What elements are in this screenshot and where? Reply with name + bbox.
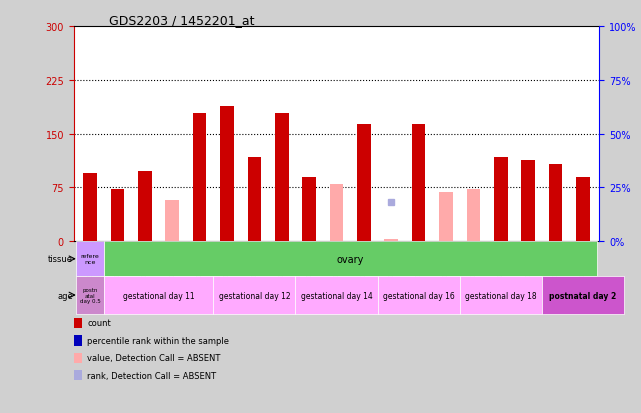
Bar [111, 189, 124, 242]
Bar [357, 125, 370, 242]
Bar [467, 189, 480, 242]
Bar [296, 277, 378, 314]
Text: postnatal day 2: postnatal day 2 [549, 291, 617, 300]
Bar [76, 242, 104, 277]
Text: percentile rank within the sample: percentile rank within the sample [87, 336, 229, 345]
Text: gestational day 16: gestational day 16 [383, 291, 454, 300]
Text: gestational day 14: gestational day 14 [301, 291, 372, 300]
Bar [542, 277, 624, 314]
Text: postn
atal
day 0.5: postn atal day 0.5 [79, 287, 101, 304]
Bar [549, 164, 562, 242]
Text: tissue: tissue [48, 255, 73, 263]
Text: gestational day 18: gestational day 18 [465, 291, 537, 300]
Text: count: count [87, 319, 111, 328]
Text: ovary: ovary [337, 254, 364, 264]
Text: GDS2203 / 1452201_at: GDS2203 / 1452201_at [109, 14, 254, 27]
Bar [275, 114, 288, 242]
Text: gestational day 12: gestational day 12 [219, 291, 290, 300]
Bar [460, 277, 542, 314]
Bar [220, 107, 234, 242]
Bar [521, 161, 535, 242]
Bar [576, 177, 590, 242]
Text: rank, Detection Call = ABSENT: rank, Detection Call = ABSENT [87, 371, 216, 380]
Text: gestational day 11: gestational day 11 [123, 291, 194, 300]
Bar [329, 184, 344, 242]
Bar [385, 240, 398, 242]
Bar [193, 114, 206, 242]
Bar [303, 177, 316, 242]
Bar [378, 277, 460, 314]
Bar [76, 277, 104, 314]
Bar [439, 193, 453, 242]
Bar [165, 200, 179, 242]
Bar [247, 157, 262, 242]
Bar [138, 171, 152, 242]
Bar [412, 125, 426, 242]
Bar [494, 157, 508, 242]
Text: refere
nce: refere nce [81, 254, 99, 265]
Bar [83, 173, 97, 242]
Text: age: age [58, 291, 73, 300]
Bar [213, 277, 296, 314]
Text: value, Detection Call = ABSENT: value, Detection Call = ABSENT [87, 354, 221, 362]
Bar [104, 277, 213, 314]
